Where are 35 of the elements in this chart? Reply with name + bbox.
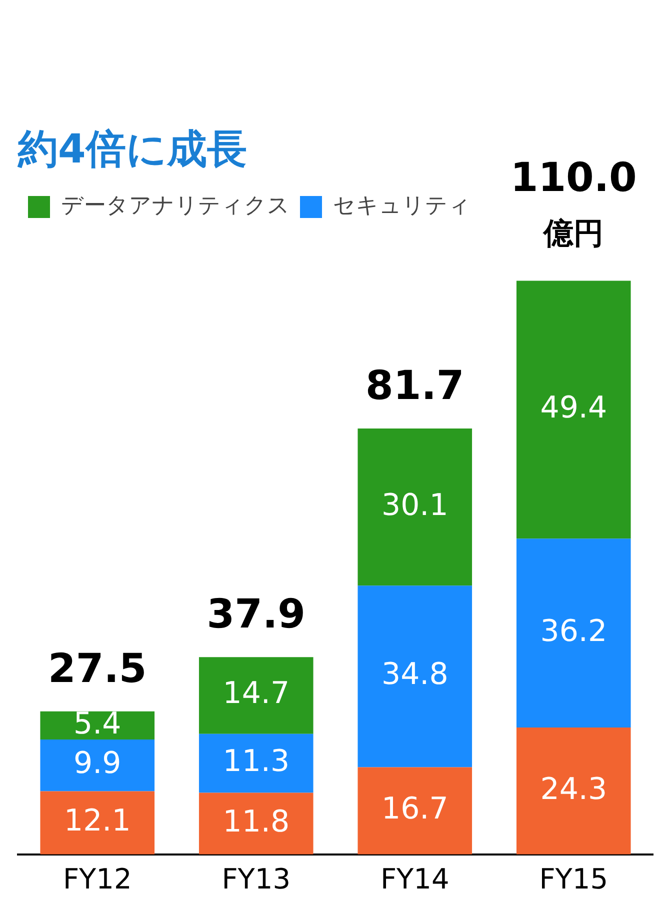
bar <box>516 728 631 854</box>
x-tick-label: FY15 <box>539 862 608 896</box>
bar <box>198 792 314 854</box>
bar <box>516 538 631 728</box>
data-label: 14.7 <box>222 676 290 712</box>
bar <box>40 740 155 792</box>
data-label: 11.3 <box>222 744 290 780</box>
x-tick-label: FY12 <box>62 862 132 896</box>
total-label: 37.9 <box>206 591 306 638</box>
bar <box>198 657 314 734</box>
data-label: 9.9 <box>74 746 122 782</box>
bar <box>40 791 155 854</box>
x-tick-label: FY13 <box>222 862 291 896</box>
data-label: 49.4 <box>540 390 608 426</box>
chart-title: 約4倍に成長 <box>17 126 247 172</box>
data-label: 5.4 <box>74 706 122 742</box>
bar <box>358 586 472 768</box>
data-label: 36.2 <box>540 614 608 649</box>
bar <box>358 767 472 854</box>
bar <box>198 734 314 793</box>
total-label: 110.0 <box>510 155 637 202</box>
data-label: 16.7 <box>381 792 448 827</box>
total-label: 81.7 <box>366 362 464 409</box>
data-label: 11.8 <box>222 804 290 840</box>
data-label: 12.1 <box>64 804 131 839</box>
x-tick-label: FY14 <box>380 862 450 896</box>
data-label: 30.1 <box>381 488 448 523</box>
total-label: 27.5 <box>48 646 147 692</box>
data-label: 34.8 <box>381 657 448 692</box>
bar <box>516 280 631 539</box>
bar <box>358 428 472 586</box>
legend-label: セキュリティ <box>333 194 471 219</box>
legend-label: データアナリティクス <box>61 194 290 219</box>
text: 億円 <box>542 216 604 252</box>
data-label: 24.3 <box>540 772 608 807</box>
